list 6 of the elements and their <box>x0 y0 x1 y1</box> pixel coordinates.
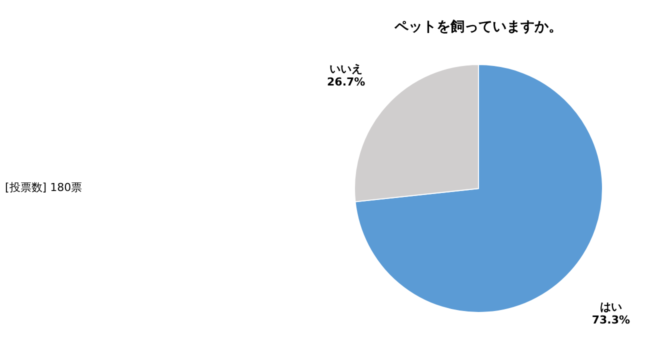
text: [投票数] 180票 <box>5 181 82 194</box>
data-label: 26.7% <box>327 76 366 89</box>
chart-title: ペットを飼っていますか。 <box>394 19 562 35</box>
slice-label: はい <box>600 300 622 314</box>
data-label: 73.3% <box>592 313 630 326</box>
slice-label: いいえ <box>330 62 363 76</box>
